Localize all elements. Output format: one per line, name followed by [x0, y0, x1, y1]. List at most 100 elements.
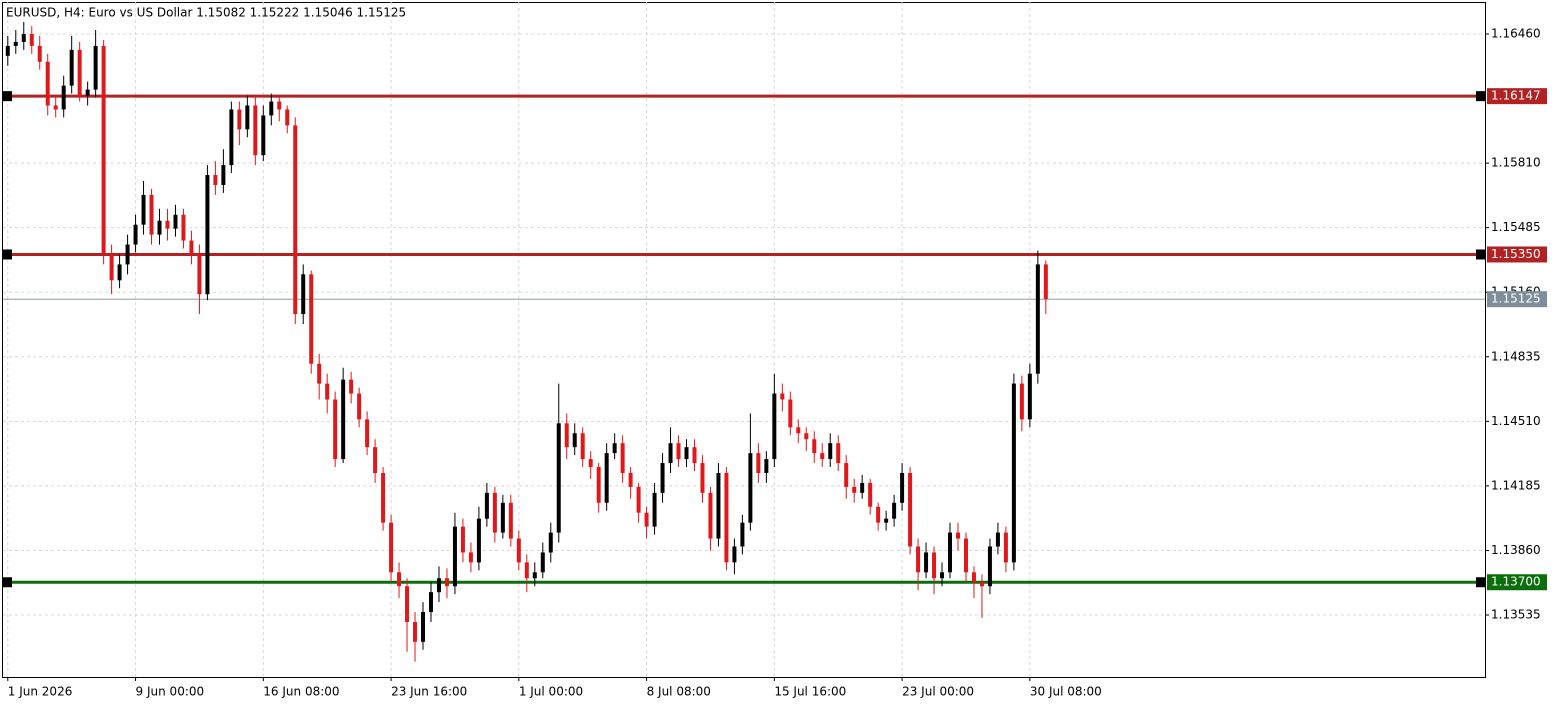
candle-body	[229, 109, 234, 166]
candle-body	[492, 492, 497, 533]
x-tick-label: 23 Jul 00:00	[902, 685, 974, 699]
x-tick-label: 16 Jun 08:00	[263, 685, 339, 699]
candle-body	[181, 214, 186, 241]
level-handle	[1476, 249, 1485, 260]
candle-body	[772, 393, 777, 460]
candle-body	[556, 423, 561, 533]
candle-body	[21, 33, 26, 42]
candle-body	[333, 399, 338, 460]
grid	[3, 2, 1485, 677]
x-tick-label: 15 Jul 16:00	[774, 685, 846, 699]
candle-body	[5, 45, 10, 56]
x-tick-label: 30 Jul 08:00	[1030, 685, 1102, 699]
candle-body	[29, 33, 34, 46]
candle-body	[828, 443, 833, 460]
candle-body	[644, 512, 649, 527]
candle-body	[572, 433, 577, 448]
x-tick-label: 1 Jun 2026	[8, 685, 73, 699]
candle-body	[381, 472, 386, 523]
candle-body	[1035, 264, 1040, 374]
candle-body	[452, 526, 457, 587]
candle-body	[421, 612, 426, 642]
candle-body	[508, 502, 513, 539]
candle-body	[125, 244, 130, 265]
candle-body	[69, 49, 74, 86]
x-tick-label: 23 Jun 16:00	[391, 685, 467, 699]
candle-body	[197, 254, 202, 295]
candle-body	[884, 518, 889, 523]
candle-body	[796, 427, 801, 434]
candle-body	[317, 363, 322, 384]
candle-body	[1011, 383, 1016, 563]
y-tick-label: 1.16460	[1491, 26, 1541, 40]
candle-body	[716, 472, 721, 539]
candles	[5, 22, 1048, 662]
candle-body	[932, 552, 937, 579]
candle-body	[476, 518, 481, 563]
level-handle	[1476, 91, 1485, 102]
candle-body	[484, 492, 489, 519]
candle-body	[93, 45, 98, 90]
axis: 1.164601.158101.154851.151601.148351.145…	[7, 26, 1547, 699]
candle-body	[740, 522, 745, 547]
candle-body	[468, 552, 473, 563]
candle-body	[301, 274, 306, 315]
candle-body	[732, 546, 737, 563]
last-price-label: 1.15125	[1491, 292, 1541, 306]
candle-body	[692, 447, 697, 464]
candle-body	[636, 486, 641, 513]
candle-body	[436, 578, 441, 593]
candle-body	[916, 546, 921, 573]
candle-body	[940, 572, 945, 579]
candle-body	[955, 532, 960, 539]
candle-body	[237, 109, 242, 130]
candle-body	[1003, 532, 1008, 563]
candle-body	[900, 472, 905, 503]
y-tick-label: 1.13535	[1491, 608, 1541, 622]
candle-body	[676, 443, 681, 460]
x-tick-label: 9 Jun 00:00	[136, 685, 205, 699]
candle-body	[580, 433, 585, 460]
x-tick-label: 1 Jul 00:00	[519, 685, 583, 699]
candle-body	[620, 443, 625, 473]
level-tag	[1487, 88, 1547, 105]
candle-body	[764, 459, 769, 473]
candle-body	[405, 586, 410, 622]
y-tick-label: 1.15485	[1491, 220, 1541, 234]
y-tick-label: 1.13860	[1491, 543, 1541, 557]
candle-body	[261, 115, 266, 156]
candle-body	[604, 453, 609, 503]
candle-body	[963, 538, 968, 573]
candle-body	[516, 538, 521, 563]
candle-body	[852, 486, 857, 493]
candle-body	[245, 105, 250, 130]
candle-body	[971, 572, 976, 583]
candle-body	[101, 45, 106, 255]
candle-body	[820, 453, 825, 460]
candle-body	[532, 572, 537, 579]
candle-body	[109, 254, 114, 281]
candle-body	[724, 472, 729, 563]
candle-body	[748, 453, 753, 523]
candle-body	[357, 393, 362, 420]
candle-body	[524, 562, 529, 579]
level-handle	[3, 249, 12, 260]
candle-body	[460, 526, 465, 553]
candle-body	[61, 85, 66, 110]
candle-body	[253, 105, 258, 156]
candle-body	[189, 240, 194, 255]
candle-body	[628, 472, 633, 487]
candle-body	[269, 101, 274, 116]
candle-body	[444, 578, 449, 587]
candle-body	[285, 109, 290, 126]
candle-body	[788, 399, 793, 428]
candle-body	[213, 175, 218, 185]
chart-title: EURUSD, H4: Euro vs US Dollar 1.15082 1.…	[6, 6, 406, 20]
candle-body	[612, 443, 617, 454]
candle-body	[500, 502, 505, 533]
candle-body	[173, 214, 178, 229]
candle-body	[1027, 373, 1032, 420]
candle-body	[141, 194, 146, 225]
candle-body	[13, 41, 18, 46]
